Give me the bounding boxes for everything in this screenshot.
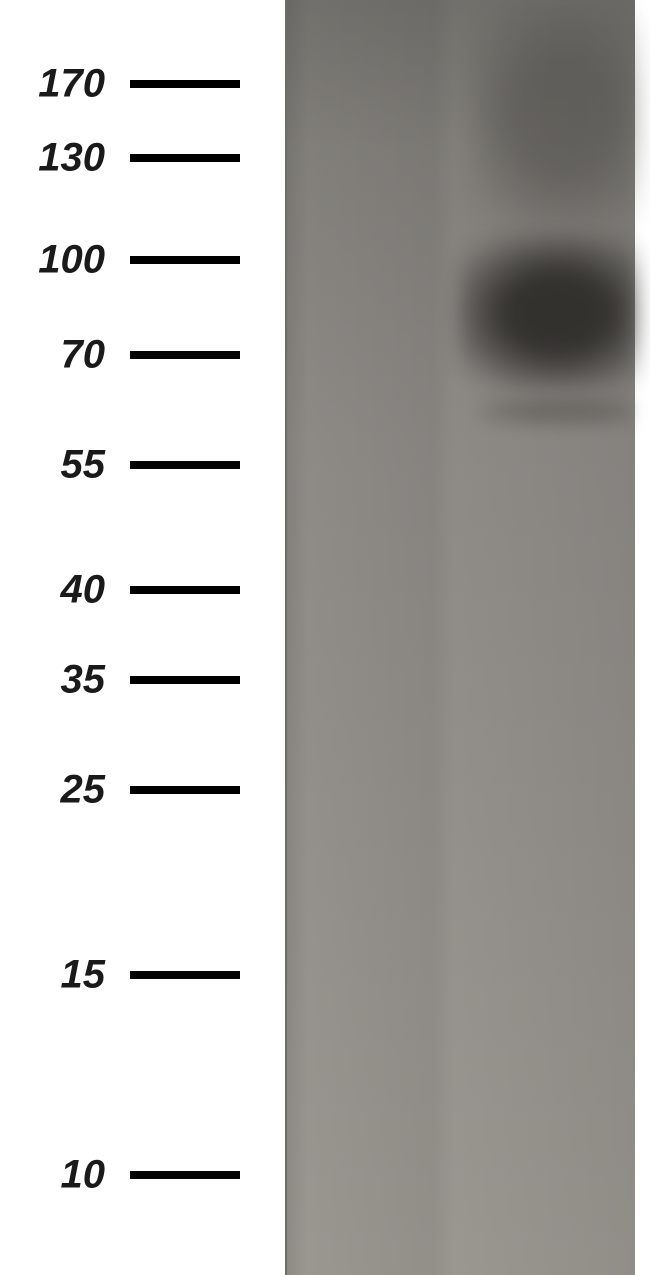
lane-2-sample-band-smear [474, 0, 637, 230]
lane-2-sample-band-minor [479, 395, 632, 427]
western-blot-figure: 170 130 100 70 55 40 35 25 15 10 [0, 0, 650, 1275]
lane-2-sample-band-main [459, 235, 637, 390]
mw-label-40: 40 [61, 568, 106, 613]
lane-1-control [287, 0, 432, 1275]
mw-tick-25 [130, 786, 240, 794]
mw-label-10: 10 [61, 1153, 106, 1198]
mw-tick-35 [130, 676, 240, 684]
mw-label-100: 100 [38, 238, 105, 283]
mw-label-15: 15 [61, 953, 106, 998]
mw-label-170: 170 [38, 62, 105, 107]
mw-tick-10 [130, 1171, 240, 1179]
mw-label-55: 55 [61, 443, 106, 488]
blot-membrane [285, 0, 635, 1275]
mw-tick-130 [130, 154, 240, 162]
mw-tick-70 [130, 351, 240, 359]
mw-label-35: 35 [61, 658, 106, 703]
mw-tick-100 [130, 256, 240, 264]
mw-tick-55 [130, 461, 240, 469]
mw-tick-40 [130, 586, 240, 594]
mw-label-25: 25 [61, 768, 106, 813]
mw-label-130: 130 [38, 136, 105, 181]
mw-label-70: 70 [61, 333, 106, 378]
mw-tick-15 [130, 971, 240, 979]
lane-2-sample [449, 0, 637, 1275]
mw-tick-170 [130, 80, 240, 88]
